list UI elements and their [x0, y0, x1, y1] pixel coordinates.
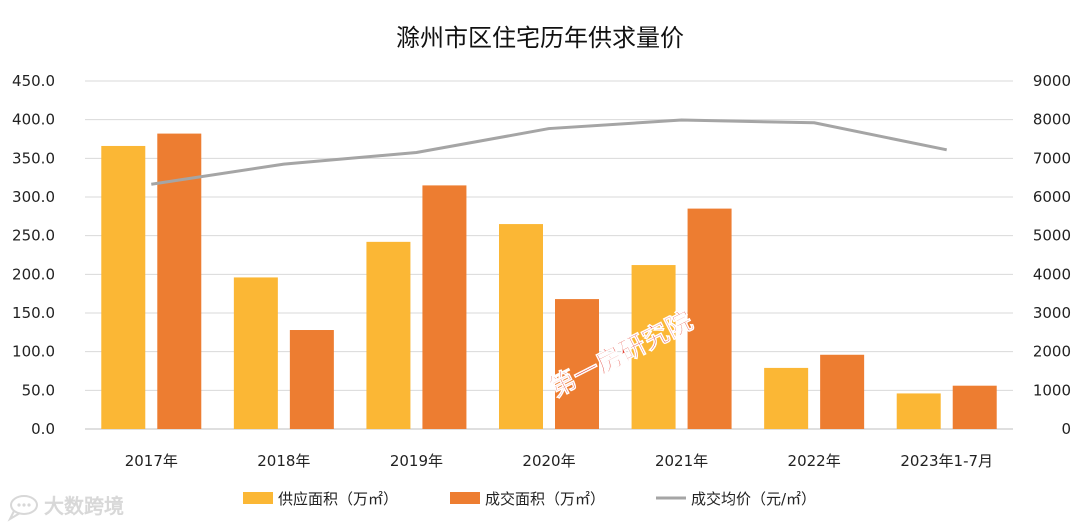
supply-bar-5	[631, 265, 676, 429]
left-tick-label: 350.0	[12, 149, 55, 167]
left-y-axis: 0.0 50.0 100.0 150.0 200.0 250.0 300.0 350.0 400…	[12, 72, 55, 438]
left-tick-label: 0.0	[31, 420, 55, 438]
supply-bar-2	[233, 277, 278, 429]
x-category-label: 2017年	[125, 452, 178, 470]
deal-bar-4	[555, 299, 599, 429]
right-tick-label: 4000	[1033, 265, 1071, 283]
left-tick-label: 450.0	[12, 72, 55, 90]
legend-swatch	[450, 492, 480, 504]
supply-bar-7	[896, 393, 941, 429]
x-category-label: 2019年	[390, 452, 443, 470]
price-line-path	[151, 118, 948, 186]
left-tick-label: 400.0	[12, 111, 55, 129]
legend: 供应面积（万㎡） 成交面积（万㎡） 成交均价（元/㎡）	[243, 490, 816, 508]
deal-bar-3	[422, 185, 467, 429]
legend-label: 成交面积（万㎡）	[485, 490, 605, 508]
x-axis: 2017年 2018年 2019年 2020年 2021年 2022年 2023年1-7月	[125, 452, 993, 470]
left-tick-label: 150.0	[12, 304, 55, 322]
bars	[101, 133, 997, 429]
right-tick-label: 5000	[1033, 227, 1071, 245]
right-y-axis: 0 1000 2000 3000 4000 5000 6000 7000 8000 9000	[1033, 72, 1071, 438]
left-tick-label: 50.0	[22, 381, 55, 399]
deal-bar-2	[289, 330, 334, 429]
right-tick-label: 1000	[1033, 381, 1071, 399]
legend-label: 供应面积（万㎡）	[278, 490, 398, 508]
chart-title: 滁州市区住宅历年供求量价	[396, 24, 684, 52]
right-tick-label: 6000	[1033, 188, 1071, 206]
supply-bar-3	[366, 241, 411, 429]
deal-bar-5	[687, 208, 732, 429]
chat-bubble-logo-icon	[7, 495, 38, 522]
x-category-label: 2023年1-7月	[900, 452, 993, 470]
left-tick-label: 100.0	[12, 343, 55, 361]
x-category-label: 2021年	[655, 452, 708, 470]
right-tick-label: 7000	[1033, 149, 1071, 167]
left-tick-label: 300.0	[12, 188, 55, 206]
logo: 大数跨境	[7, 494, 124, 522]
legend-swatch	[243, 492, 273, 504]
left-tick-label: 200.0	[12, 265, 55, 283]
right-tick-label: 0	[1061, 420, 1071, 438]
deal-bar-7	[952, 385, 997, 429]
deal-bar-6	[820, 354, 865, 429]
supply-bar-4	[499, 224, 543, 429]
right-tick-label: 8000	[1033, 111, 1071, 129]
right-tick-label: 2000	[1033, 343, 1071, 361]
supply-bar-6	[764, 367, 809, 429]
supply-bar-1	[101, 145, 146, 429]
x-category-label: 2020年	[522, 452, 575, 470]
left-tick-label: 250.0	[12, 227, 55, 245]
legend-label: 成交均价（元/㎡）	[691, 490, 816, 508]
right-tick-label: 9000	[1033, 72, 1071, 90]
logo-text: 大数跨境	[44, 494, 124, 518]
price-line	[151, 118, 948, 186]
right-tick-label: 3000	[1033, 304, 1071, 322]
x-category-label: 2018年	[257, 452, 310, 470]
x-category-label: 2022年	[788, 452, 841, 470]
